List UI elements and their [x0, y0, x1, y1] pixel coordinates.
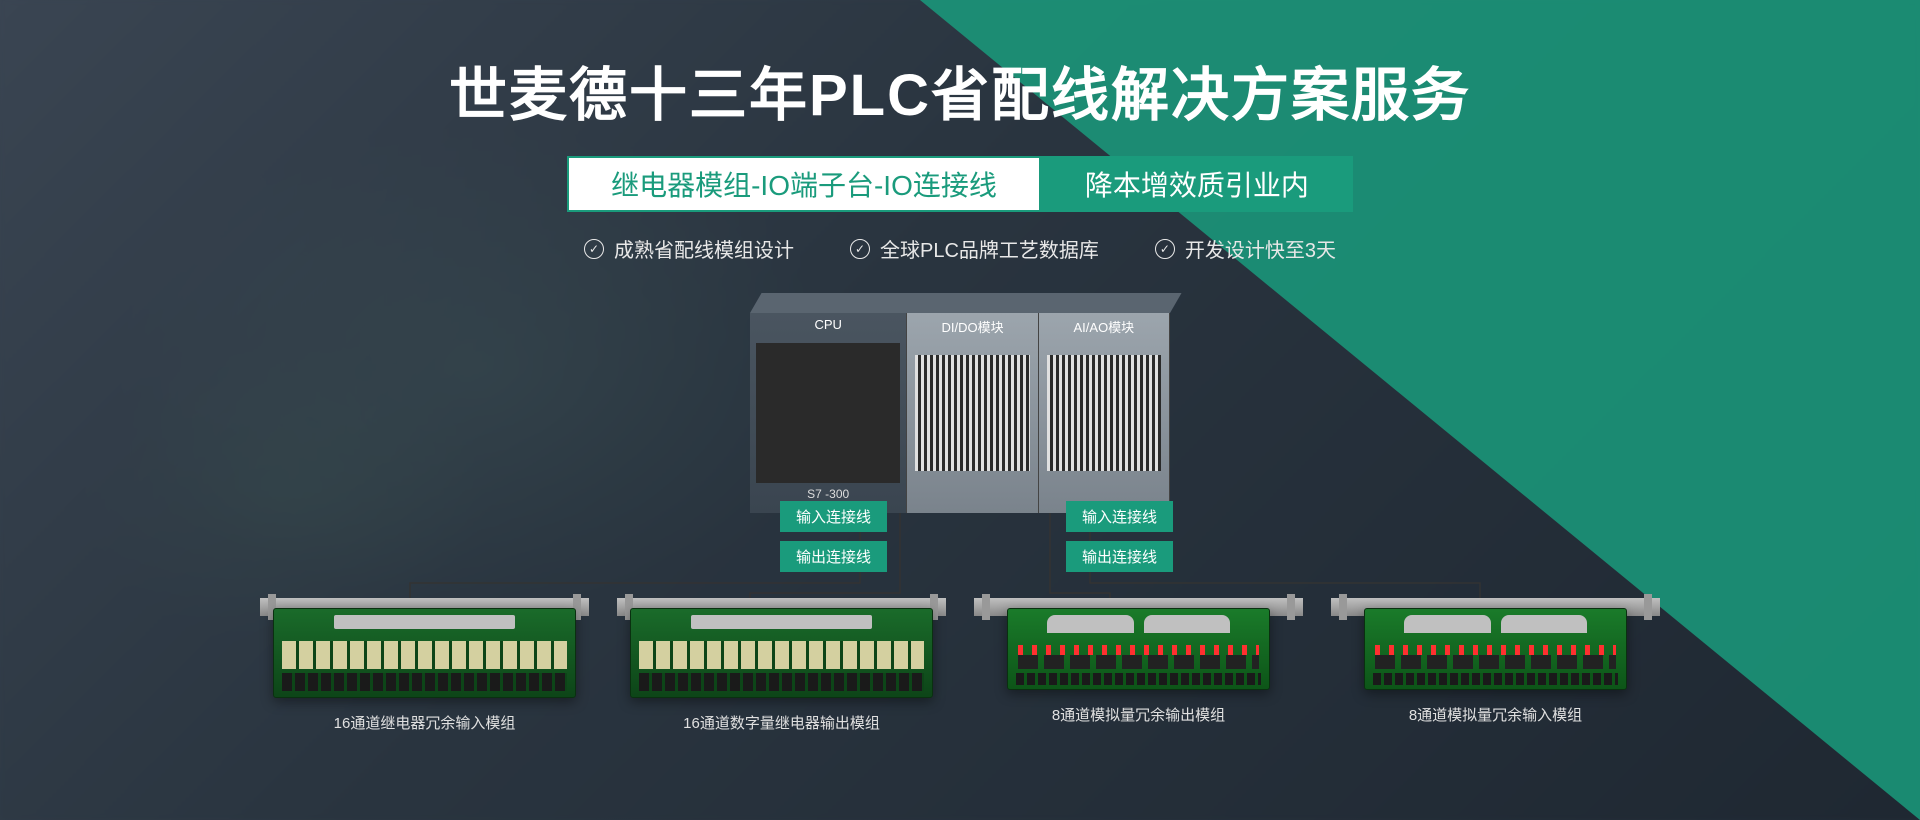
feature-item: ✓ 全球PLC品牌工艺数据库: [850, 234, 1099, 263]
plc-rack: CPU S7 -300 DI/DO模块 AI/AO模块: [750, 293, 1170, 513]
module-caption: 16通道继电器冗余输入模组: [334, 712, 516, 733]
feature-item: ✓ 开发设计快至3天: [1155, 234, 1336, 263]
terminal-row: [1016, 673, 1261, 685]
chip-row: [1018, 655, 1259, 669]
content-wrapper: 世麦德十三年PLC省配线解决方案服务 继电器模组-IO端子台-IO连接线 降本增…: [0, 0, 1920, 820]
feature-list: ✓ 成熟省配线模组设计 ✓ 全球PLC品牌工艺数据库 ✓ 开发设计快至3天: [584, 234, 1336, 263]
main-title: 世麦德十三年PLC省配线解决方案服务: [449, 48, 1471, 132]
plc-body: CPU S7 -300 DI/DO模块 AI/AO模块: [750, 313, 1170, 513]
module-caption: 8通道模拟量冗余输出模组: [1052, 704, 1225, 725]
conn-label-input: 输入连接线: [1066, 501, 1173, 532]
plc-led-panel: [1047, 355, 1161, 471]
module-caption: 8通道模拟量冗余输入模组: [1409, 704, 1582, 725]
chip-row: [1375, 655, 1616, 669]
plc-slot-cpu: CPU S7 -300: [750, 313, 907, 513]
check-icon: ✓: [1155, 239, 1175, 259]
plc-slot-dido: DI/DO模块: [907, 313, 1038, 513]
check-icon: ✓: [850, 239, 870, 259]
module-item: 16通道继电器冗余输入模组: [260, 598, 589, 733]
analog-input-board: [1364, 608, 1627, 690]
board-connector: [691, 615, 871, 629]
feature-text: 成熟省配线模组设计: [614, 234, 794, 263]
product-diagram: CPU S7 -300 DI/DO模块 AI/AO模块 输入连接线 输出连接线 …: [260, 293, 1660, 773]
check-icon: ✓: [584, 239, 604, 259]
plc-cpu-front: [756, 343, 900, 483]
conn-label-output: 输出连接线: [780, 541, 887, 572]
pill-slogan: 降本增效质引业内: [1041, 156, 1353, 212]
module-row: 16通道继电器冗余输入模组 16通道数字量继电器输出模组: [260, 598, 1660, 733]
plc-slot-label: AI/AO模块: [1039, 317, 1169, 336]
module-caption: 16通道数字量继电器输出模组: [683, 712, 880, 733]
db-connectors: [1047, 615, 1230, 633]
plc-led-panel: [915, 355, 1029, 471]
module-item: 8通道模拟量冗余输入模组: [1331, 598, 1660, 733]
led-row: [1018, 645, 1259, 655]
relay-output-board: [630, 608, 933, 698]
feature-text: 全球PLC品牌工艺数据库: [880, 234, 1099, 263]
feature-item: ✓ 成熟省配线模组设计: [584, 234, 794, 263]
db-connectors: [1404, 615, 1587, 633]
terminal-row: [282, 673, 567, 691]
conn-label-output: 输出连接线: [1066, 541, 1173, 572]
board-connector: [334, 615, 514, 629]
conn-label-input: 输入连接线: [780, 501, 887, 532]
relay-row: [639, 641, 924, 669]
module-item: 16通道数字量继电器输出模组: [617, 598, 946, 733]
terminal-row: [1373, 673, 1618, 685]
terminal-row: [639, 673, 924, 691]
analog-output-board: [1007, 608, 1270, 690]
plc-model-label: S7 -300: [807, 487, 849, 501]
plc-slot-label: DI/DO模块: [907, 317, 1037, 336]
subtitle-pills: 继电器模组-IO端子台-IO连接线 降本增效质引业内: [567, 156, 1353, 212]
relay-input-board: [273, 608, 576, 698]
module-item: 8通道模拟量冗余输出模组: [974, 598, 1303, 733]
relay-row: [282, 641, 567, 669]
plc-top-face: [750, 293, 1182, 313]
led-row: [1375, 645, 1616, 655]
plc-slot-label: CPU: [750, 317, 906, 332]
feature-text: 开发设计快至3天: [1185, 234, 1336, 263]
pill-products: 继电器模组-IO端子台-IO连接线: [567, 156, 1041, 212]
plc-slot-aiao: AI/AO模块: [1039, 313, 1170, 513]
